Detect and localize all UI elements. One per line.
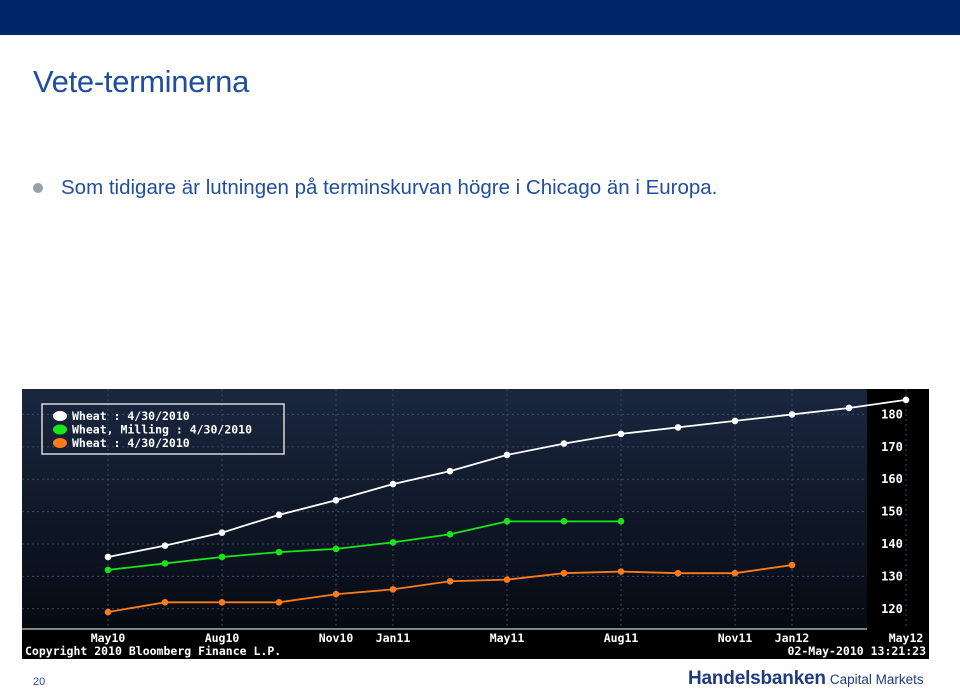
data-point [161,542,169,549]
data-point [446,577,454,585]
data-point [560,518,568,525]
y-tick-label: 130 [881,569,903,583]
x-tick-label: Jan11 [376,631,411,645]
bullet-dot-icon [33,183,43,193]
bullet-item: Som tidigare är lutningen på terminskurv… [33,176,717,200]
y-tick-label: 160 [881,472,903,486]
x-tick-label: Nov10 [319,631,354,645]
futures-curve-chart: 120 130 140 150 160 170 180 May10 Aug10 Nov10 Jan1… [22,389,929,659]
page-number: 20 [33,676,46,688]
data-point [560,440,568,447]
legend-label: Wheat, Milling : 4/30/2010 [72,423,252,437]
brand-name: Handelsbanken [688,668,826,689]
data-point [902,396,910,404]
x-tick-label: Jan12 [775,631,810,645]
data-point [503,518,511,525]
data-point [788,411,796,418]
data-point [218,553,226,561]
data-point [275,511,283,519]
slide-title: Vete-terminerna [33,64,250,99]
y-tick-label: 150 [881,505,903,519]
x-tick-label: Nov11 [718,631,753,645]
data-point [218,529,226,536]
plot-area [22,389,867,629]
data-point [389,586,397,593]
data-point [218,599,226,606]
legend-marker [53,438,67,448]
data-point [503,576,511,583]
data-point [161,560,169,567]
data-point [617,430,625,438]
data-point [503,451,511,459]
x-tick-label: May10 [91,631,126,645]
data-point [332,496,340,504]
x-tick-label: Aug10 [205,631,240,645]
header-bar [0,0,960,35]
data-point [389,539,397,546]
data-point [788,561,796,569]
x-tick-label: Aug11 [604,631,639,645]
y-tick-label: 170 [881,440,903,454]
data-point [560,569,568,577]
legend-label: Wheat : 4/30/2010 [72,436,190,450]
copyright-note: Copyright 2010 Bloomberg Finance L.P. [25,644,281,658]
legend-label: Wheat : 4/30/2010 [72,409,190,423]
data-point [275,599,283,606]
data-point [446,530,454,538]
series-line [107,520,621,571]
brand-logo: Handelsbanken Capital Markets [688,668,924,690]
y-tick-label: 180 [881,407,903,421]
x-tick-label: May11 [490,631,525,645]
data-point [161,599,169,606]
data-point [104,608,112,616]
bullet-text: Som tidigare är lutningen på terminskurv… [61,176,718,199]
data-point [332,590,340,598]
data-point [845,404,853,412]
data-point [332,545,340,553]
data-point [104,553,112,561]
legend-marker [53,411,67,421]
legend-marker [53,424,67,435]
data-point [275,548,283,556]
data-point [104,566,112,574]
x-tick-label: May12 [889,631,924,645]
brand-subtitle: Capital Markets [829,672,924,687]
y-tick-label: 140 [881,537,903,551]
data-point [731,417,739,425]
y-tick-label: 120 [881,602,903,616]
data-point [617,568,625,575]
data-point [446,467,454,475]
data-point [674,424,682,431]
data-point [731,569,739,577]
data-point [674,569,682,577]
chart-timestamp: 02-May-2010 13:21:23 [788,644,927,658]
data-point [617,518,625,525]
data-point [389,480,397,488]
